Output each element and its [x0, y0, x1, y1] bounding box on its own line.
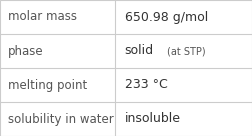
Text: 233 °C: 233 °C — [125, 78, 168, 92]
Text: insoluble: insoluble — [125, 112, 181, 126]
Text: (at STP): (at STP) — [167, 46, 205, 56]
Text: phase: phase — [8, 44, 43, 58]
Text: melting point: melting point — [8, 78, 87, 92]
Text: solubility in water: solubility in water — [8, 112, 113, 126]
Text: 650.98 g/mol: 650.98 g/mol — [125, 10, 208, 24]
Text: molar mass: molar mass — [8, 10, 77, 24]
Text: solid: solid — [125, 44, 154, 58]
